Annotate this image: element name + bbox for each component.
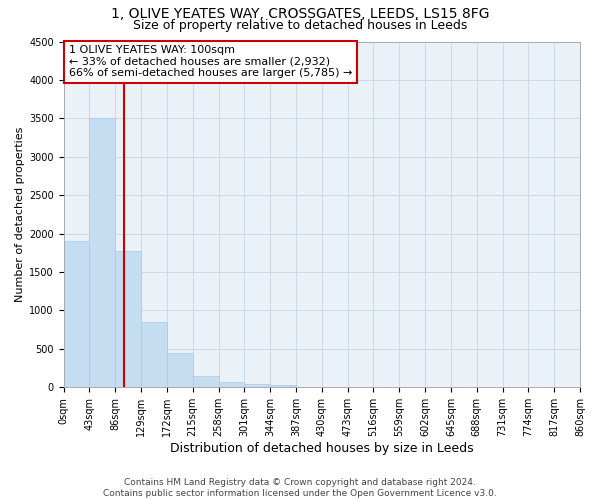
Bar xyxy=(89,118,115,388)
X-axis label: Distribution of detached houses by size in Leeds: Distribution of detached houses by size … xyxy=(170,442,473,455)
Text: Size of property relative to detached houses in Leeds: Size of property relative to detached ho… xyxy=(133,19,467,32)
Text: Contains HM Land Registry data © Crown copyright and database right 2024.
Contai: Contains HM Land Registry data © Crown c… xyxy=(103,478,497,498)
Bar xyxy=(64,242,89,388)
Y-axis label: Number of detached properties: Number of detached properties xyxy=(15,126,25,302)
Text: 1, OLIVE YEATES WAY, CROSSGATES, LEEDS, LS15 8FG: 1, OLIVE YEATES WAY, CROSSGATES, LEEDS, … xyxy=(111,8,489,22)
Bar xyxy=(115,251,141,388)
Bar xyxy=(218,382,244,388)
Bar xyxy=(270,386,296,388)
Bar xyxy=(193,376,218,388)
Text: 1 OLIVE YEATES WAY: 100sqm
← 33% of detached houses are smaller (2,932)
66% of s: 1 OLIVE YEATES WAY: 100sqm ← 33% of deta… xyxy=(69,45,352,78)
Bar xyxy=(167,353,193,388)
Bar xyxy=(141,322,167,388)
Bar xyxy=(296,386,322,388)
Bar xyxy=(244,384,270,388)
